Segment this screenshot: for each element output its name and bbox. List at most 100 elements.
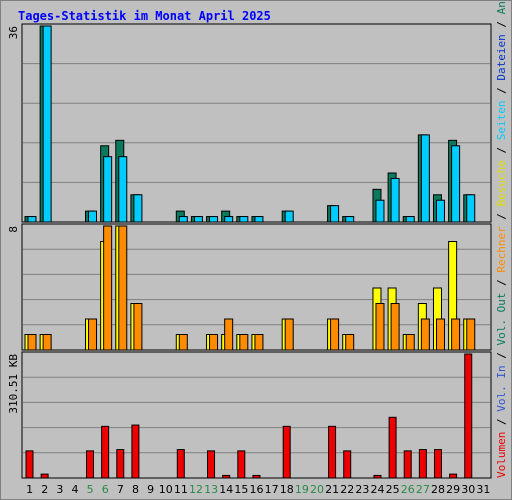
legend-separator: / (495, 412, 508, 432)
bar-rechner-day-11 (178, 334, 188, 351)
bar-rechner-day-1 (27, 334, 37, 351)
legend-separator: / (495, 14, 508, 34)
x-tick-label-day-8: 8 (132, 483, 139, 496)
bar-volumen-day-6 (101, 425, 110, 479)
bar-dateien-day-28 (435, 199, 445, 223)
bar-dateien-day-12 (193, 216, 203, 223)
ymax-label-panel-3: 310.51 KB (7, 354, 20, 414)
bar-rechner-day-14 (224, 318, 234, 351)
bar-rechner-day-13 (209, 334, 219, 351)
x-tick-label-day-7: 7 (117, 483, 124, 496)
bar-dateien-day-13 (209, 216, 219, 223)
x-tick-label-day-14: 14 (219, 483, 233, 496)
legend-entry: Rechner (495, 226, 508, 273)
x-tick-label-day-5: 5 (87, 483, 94, 496)
legend-entry: Vol. In (495, 365, 508, 411)
x-tick-label-day-13: 13 (204, 483, 218, 496)
x-tick-label-day-10: 10 (159, 483, 173, 496)
bar-dateien-day-7 (118, 156, 128, 223)
legend-entry: Dateien (495, 34, 508, 80)
x-tick-label-day-22: 22 (340, 483, 354, 496)
x-tick-label-day-24: 24 (371, 483, 385, 496)
x-tick-label-day-4: 4 (71, 483, 78, 496)
x-tick-label-day-1: 1 (26, 483, 33, 496)
bar-rechner-day-2 (42, 334, 52, 351)
bar-rechner-day-29 (451, 318, 461, 351)
bar-volumen-day-8 (131, 424, 140, 479)
bar-volumen-day-29 (449, 473, 458, 479)
bar-volumen-day-24 (373, 474, 382, 479)
x-tick-label-day-23: 23 (355, 483, 369, 496)
bar-dateien-day-8 (133, 194, 143, 223)
x-tick-label-day-9: 9 (147, 483, 154, 496)
bar-rechner-day-18 (284, 318, 294, 351)
bar-rechner-day-7 (118, 225, 128, 351)
ymax-label-panel-2: 8 (7, 226, 20, 233)
bar-volumen-day-16 (252, 474, 261, 479)
legend-separator: / (495, 206, 508, 226)
x-tick-label-day-16: 16 (250, 483, 264, 496)
bar-rechner-day-21 (330, 318, 340, 351)
x-tick-label-day-29: 29 (446, 483, 460, 496)
bar-volumen-day-1 (25, 450, 34, 479)
bar-dateien-day-15 (239, 216, 249, 223)
bar-volumen-day-28 (433, 449, 442, 479)
x-tick-label-day-20: 20 (310, 483, 324, 496)
bar-dateien-day-22 (345, 216, 355, 223)
bar-volumen-day-26 (403, 450, 412, 479)
bar-dateien-day-5 (88, 210, 98, 223)
bar-rechner-day-16 (254, 334, 264, 351)
bar-rechner-day-26 (405, 334, 415, 351)
x-tick-label-day-3: 3 (56, 483, 63, 496)
bar-volumen-day-5 (86, 450, 95, 479)
legend-entry: Vol. Out (495, 293, 508, 346)
bar-dateien-day-29 (451, 145, 461, 223)
right-legend: Volumen / Vol. In / Vol. Out / Rechner /… (495, 0, 508, 478)
bar-rechner-day-30 (466, 318, 476, 351)
bar-volumen-day-25 (388, 416, 397, 479)
x-tick-label-day-31: 31 (476, 483, 490, 496)
bar-volumen-day-11 (176, 449, 185, 479)
bar-volumen-day-13 (207, 450, 216, 479)
legend-entry: Volumen (495, 432, 508, 478)
legend-entry: Anfragen (495, 0, 508, 14)
bar-dateien-day-14 (224, 216, 234, 223)
bar-volumen-day-22 (343, 450, 352, 479)
x-tick-label-day-11: 11 (174, 483, 188, 496)
legend-separator: / (495, 81, 508, 101)
x-tick-label-day-15: 15 (234, 483, 248, 496)
x-tick-label-day-26: 26 (401, 483, 415, 496)
ymax-label-panel-1: 36 (7, 26, 20, 39)
x-tick-label-day-18: 18 (280, 483, 294, 496)
bar-volumen-day-27 (418, 449, 427, 479)
legend-entry: Besuche (495, 160, 508, 206)
bar-dateien-day-2 (42, 25, 52, 223)
x-tick-label-day-21: 21 (325, 483, 339, 496)
bar-rechner-day-28 (435, 318, 445, 351)
x-tick-label-day-27: 27 (416, 483, 430, 496)
bar-dateien-day-21 (330, 205, 340, 223)
bar-volumen-day-21 (328, 425, 337, 479)
legend-entry: Seiten (495, 100, 508, 140)
bar-dateien-day-6 (103, 156, 113, 223)
x-tick-label-day-17: 17 (265, 483, 279, 496)
legend-separator: / (495, 140, 508, 160)
bar-volumen-day-30 (464, 353, 473, 479)
bar-rechner-day-24 (375, 303, 385, 351)
bar-dateien-day-18 (284, 210, 294, 223)
bar-dateien-day-27 (420, 134, 430, 223)
bar-volumen-day-7 (116, 449, 125, 479)
x-tick-label-day-28: 28 (431, 483, 445, 496)
bar-dateien-day-24 (375, 199, 385, 223)
x-tick-label-day-6: 6 (102, 483, 109, 496)
bar-volumen-day-14 (222, 474, 231, 479)
bar-volumen-day-2 (40, 473, 49, 479)
bar-dateien-day-16 (254, 216, 264, 223)
bar-rechner-day-27 (420, 318, 430, 351)
legend-separator: / (495, 346, 508, 366)
bar-dateien-day-11 (178, 216, 188, 223)
panel-3-frame (21, 351, 492, 479)
bar-rechner-day-6 (103, 225, 113, 351)
chart-title: Tages-Statistik im Monat April 2025 (18, 9, 271, 23)
